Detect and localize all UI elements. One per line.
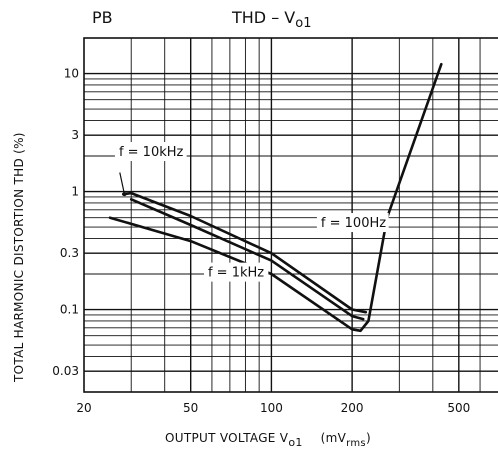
x-axis-unit-post: )	[366, 431, 371, 445]
annotations: f = 10kHz f = 100Hz f = 1kHz	[114, 142, 389, 282]
series-line	[129, 198, 365, 321]
annotation-box	[114, 142, 187, 161]
x-axis-unit-pre: (mV	[321, 431, 347, 445]
x-axis-label-main: OUTPUT VOLTAGE V	[165, 431, 289, 445]
tick-labels: 20 50 100 200 500 10 3 1 0.3 0.1 0.03	[52, 67, 470, 415]
annotation-leader	[119, 172, 126, 195]
y-axis-label: TOTAL HARMONIC DISTORTION THD (%)	[12, 132, 26, 383]
y-tick-label: 3	[71, 128, 79, 142]
annotation-label: f = 1kHz	[208, 266, 264, 281]
annotation-pointer	[122, 192, 127, 197]
x-tick-label: 20	[76, 401, 91, 415]
grid	[84, 38, 498, 392]
y-tick-label: 10	[64, 67, 79, 81]
plot-frame	[83, 37, 498, 393]
corner-label: PB	[92, 8, 113, 27]
series-layer	[108, 62, 443, 333]
y-tick-label: 0.03	[52, 364, 79, 378]
y-tick-label: 1	[71, 185, 79, 199]
annotation-box	[316, 213, 389, 233]
x-axis-unit-sub: rms	[346, 438, 366, 449]
series-line	[108, 62, 443, 333]
x-tick-label: 200	[341, 401, 364, 415]
y-tick-label: 0.1	[60, 303, 79, 317]
x-tick-label: 500	[447, 401, 470, 415]
annotation-box	[203, 262, 269, 282]
series-line	[121, 191, 368, 314]
x-axis-label: OUTPUT VOLTAGE Vo1 (mVrms)	[165, 431, 371, 449]
x-tick-label: 50	[183, 401, 198, 415]
chart-title: THD – Vo1	[231, 8, 311, 31]
x-tick-label: 100	[260, 401, 283, 415]
chart-title-main: THD – V	[231, 8, 295, 27]
chart-title-sub: o1	[295, 16, 311, 31]
y-tick-label: 0.3	[60, 246, 79, 260]
annotation-label: f = 10kHz	[119, 145, 184, 160]
x-axis-label-sub: o1	[288, 436, 302, 449]
annotation-label: f = 100Hz	[321, 216, 386, 231]
